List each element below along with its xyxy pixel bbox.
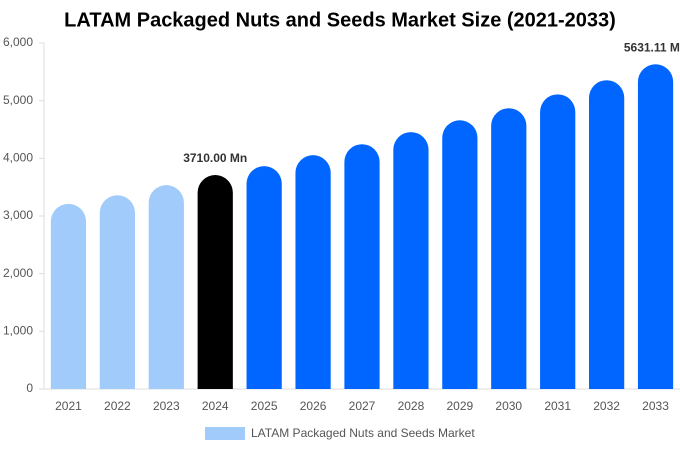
x-tick-label: 2024 — [202, 399, 229, 413]
chart-title: LATAM Packaged Nuts and Seeds Market Siz… — [64, 9, 616, 31]
y-tick-label: 6,000 — [3, 35, 33, 49]
bar — [589, 80, 625, 389]
x-tick-label: 2021 — [55, 399, 82, 413]
x-tick-label: 2031 — [544, 399, 571, 413]
y-tick-label: 3,000 — [3, 208, 33, 222]
x-tick-label: 2025 — [251, 399, 278, 413]
bar — [637, 64, 674, 390]
legend-label: LATAM Packaged Nuts and Seeds Market — [251, 426, 475, 440]
x-tick-label: 2027 — [349, 399, 376, 413]
value-label: 3710.00 Mn — [183, 151, 247, 165]
x-tick-label: 2022 — [104, 399, 131, 413]
y-tick-label: 1,000 — [3, 324, 33, 338]
bar — [295, 155, 331, 389]
x-tick-label: 2032 — [593, 399, 620, 413]
bar — [50, 203, 87, 389]
bar — [491, 108, 527, 390]
y-tick-label: 4,000 — [3, 151, 33, 165]
x-tick-label: 2028 — [398, 399, 425, 413]
bar — [442, 120, 478, 390]
x-tick-label: 2023 — [153, 399, 180, 413]
bar — [344, 144, 380, 389]
bar — [246, 166, 282, 389]
value-label: 5631.11 Mn — [624, 40, 680, 54]
bar — [540, 94, 576, 389]
bar — [393, 132, 429, 389]
x-tick-label: 2030 — [495, 399, 522, 413]
x-tick-label: 2029 — [446, 399, 473, 413]
y-tick-label: 0 — [26, 381, 33, 395]
y-tick-label: 2,000 — [3, 266, 33, 280]
x-tick-label: 2033 — [642, 399, 669, 413]
bar — [148, 185, 184, 389]
x-tick-label: 2026 — [300, 399, 327, 413]
legend-swatch — [205, 427, 245, 440]
bar — [99, 195, 135, 389]
bar — [197, 175, 233, 389]
y-tick-label: 5,000 — [3, 93, 33, 107]
